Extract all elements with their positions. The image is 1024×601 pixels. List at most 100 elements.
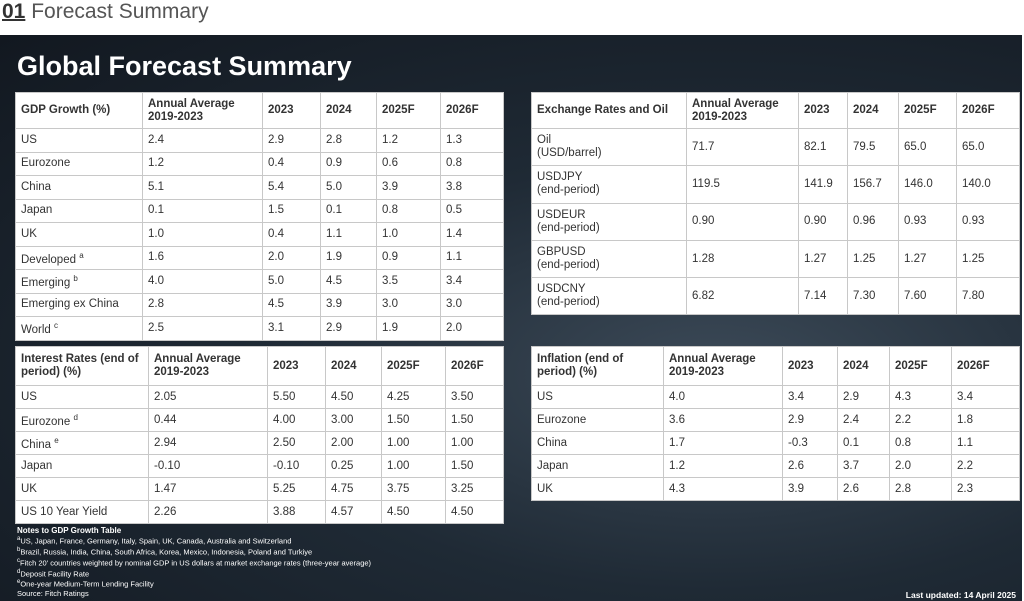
label-text: Eurozone [537,413,587,426]
cell-value: 7.30 [847,277,899,316]
row-label: World c [15,316,143,341]
cell-value: 2.3 [951,477,1020,501]
cell-value: 1.2 [376,128,441,153]
cell-value: 2.50 [267,431,326,455]
sub-label: (USD/barrel) [537,147,602,160]
cell-value: 3.4 [951,385,1020,409]
table-row: USDJPY (end-period) 119.5 141.9 156.7 146.0 14… [531,165,1020,204]
cell-value: 4.50 [381,500,446,524]
label-text: US [537,390,553,403]
column-header: 2026F [951,346,1020,386]
footnote-mark: c [54,321,59,331]
cell-value: 4.57 [325,500,382,524]
table-row: USDCNY (end-period) 6.82 7.14 7.30 7.60 7.80 [531,277,1020,316]
cell-value: 3.0 [376,292,441,317]
row-label: US [531,385,664,409]
data-table: Exchange Rates and Oil Annual Average 201… [531,92,1020,316]
row-label: UK [531,477,664,501]
row-label: Eurozone [531,408,664,432]
row-label: Japan [15,454,149,478]
cell-value: 2.9 [262,128,321,153]
cell-value: 1.00 [445,431,504,455]
note-mark: d [17,568,21,575]
note-item: dDeposit Facility Rate [17,568,371,579]
table-row: Japan 0.1 1.5 0.1 0.8 0.5 [15,198,504,223]
note-text: US, Japan, France, Germany, Italy, Spain… [20,536,292,546]
row-label: GBPUSD (end-period) [531,239,687,279]
cell-value: 4.3 [889,385,952,409]
cell-value: 0.8 [376,198,441,223]
table-row: China 5.1 5.4 5.0 3.9 3.8 [15,175,504,200]
table-row: Oil (USD/barrel) 71.7 82.1 79.5 65.0 65.0 [531,127,1020,167]
notes: Notes to GDP Growth Table aUS, Japan, Fra… [17,526,371,599]
label-text: Eurozone [21,157,71,170]
cell-value: 1.1 [440,245,504,270]
cell-value: 140.0 [956,165,1020,204]
label-text: US [21,390,37,403]
column-header: Annual Average 2019-2023 [663,346,783,386]
cell-value: 3.75 [381,477,446,501]
cell-value: 2.9 [782,408,838,432]
table-row: Japan 1.2 2.6 3.7 2.0 2.2 [531,454,1020,478]
label-text: China [537,436,568,449]
cell-value: 71.7 [686,127,799,167]
row-label: UK [15,222,143,247]
cell-value: 2.8 [320,128,377,153]
table-row: USDEUR (end-period) 0.90 0.90 0.96 0.93 0.93 [531,202,1020,241]
cell-value: 5.50 [267,385,326,409]
note-mark: a [17,536,21,543]
row-label: China [531,431,664,455]
cell-value: 2.26 [148,500,268,524]
cell-value: 4.5 [262,292,321,317]
cell-value: 1.25 [956,239,1020,279]
cell-value: 0.1 [320,198,377,223]
row-label: Eurozone [15,151,143,176]
table-row: Japan -0.10 -0.10 0.25 1.00 1.50 [15,454,504,478]
cell-value: 1.1 [951,431,1020,455]
column-header: Exchange Rates and Oil [531,92,687,129]
cell-value: 2.8 [889,477,952,501]
cell-value: 4.50 [445,500,504,524]
note-mark: c [17,557,20,564]
cell-value: 2.00 [325,431,382,455]
header-row: Inflation (end of period) (%) Annual Aver… [531,346,1020,386]
table-row: UK 1.47 5.25 4.75 3.75 3.25 [15,477,504,501]
row-label: USDJPY (end-period) [531,165,687,204]
table-row: China e 2.94 2.50 2.00 1.00 1.00 [15,431,504,455]
row-label: US [15,128,143,153]
cell-value: 1.50 [445,408,504,432]
label-text: Emerging [21,277,71,290]
column-header: Interest Rates (end of period) (%) [15,346,149,386]
table-row: GBPUSD (end-period) 1.28 1.27 1.25 1.27 1.25 [531,239,1020,279]
cell-value: 4.75 [325,477,382,501]
cell-value: 2.4 [142,128,263,153]
header-row: Interest Rates (end of period) (%) Annual… [15,346,504,386]
data-table: Inflation (end of period) (%) Annual Aver… [531,346,1020,501]
cell-value: 1.47 [148,477,268,501]
note-text: Brazil, Russia, India, China, South Afri… [20,547,313,557]
cell-value: 0.5 [440,198,504,223]
cell-value: 3.4 [782,385,838,409]
cell-value: 1.9 [376,316,441,341]
cell-value: 2.2 [951,454,1020,478]
cell-value: 2.0 [889,454,952,478]
cell-value: 0.9 [320,151,377,176]
cell-value: 146.0 [898,165,957,204]
cell-value: 2.4 [837,408,890,432]
cell-value: 7.14 [798,277,848,316]
table-row: US 4.0 3.4 2.9 4.3 3.4 [531,385,1020,409]
note-mark: b [17,547,21,554]
last-updated: Last updated: 14 April 2025 [905,590,1016,600]
cell-value: 2.05 [148,385,268,409]
cell-value: 3.50 [445,385,504,409]
label-text: Oil [537,134,552,147]
cell-value: 5.4 [262,175,321,200]
column-header: 2023 [782,346,838,386]
label-text: Emerging ex China [21,298,119,311]
header-row: Exchange Rates and Oil Annual Average 201… [531,92,1020,129]
table-row: US 2.4 2.9 2.8 1.2 1.3 [15,128,504,153]
cell-value: 5.0 [320,175,377,200]
label-text: USDJPY [537,171,583,184]
cell-value: 141.9 [798,165,848,204]
